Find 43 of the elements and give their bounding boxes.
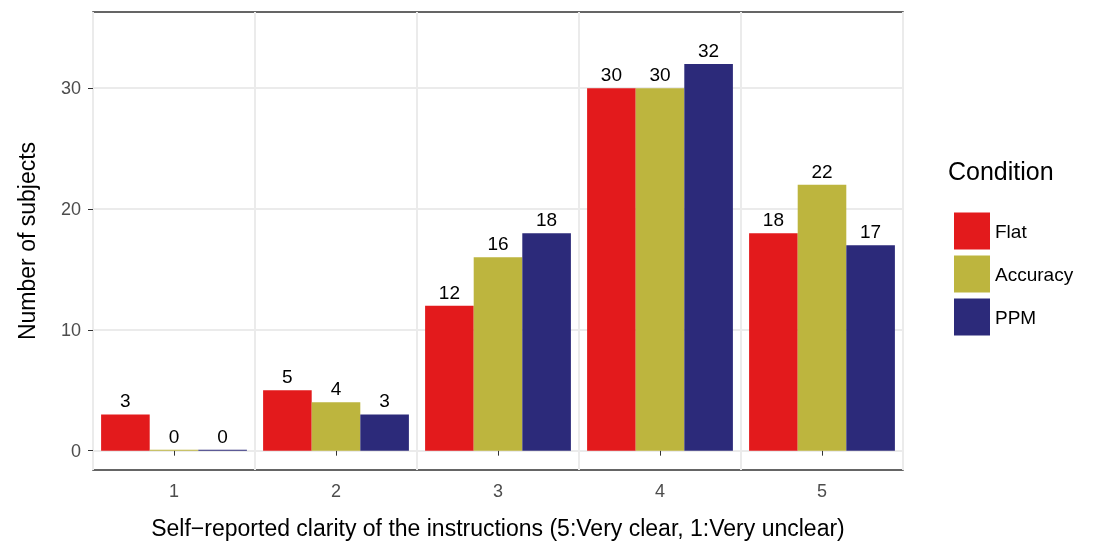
y-axis-title: Number of subjects	[13, 141, 40, 341]
data-label: 12	[438, 281, 460, 303]
bar	[635, 88, 685, 451]
y-tick-label: 20	[60, 198, 81, 219]
x-tick-label: 1	[168, 481, 180, 501]
bar	[360, 414, 409, 451]
bar	[587, 88, 636, 451]
data-label: 32	[698, 39, 720, 61]
bar	[797, 184, 847, 451]
y-tick-label: 0	[70, 440, 81, 461]
data-label: 5	[282, 366, 293, 388]
bar	[101, 414, 150, 451]
data-label: 18	[536, 209, 558, 231]
data-label: 0	[217, 425, 228, 447]
data-label: 3	[120, 390, 131, 412]
x-tick-label: 5	[816, 481, 828, 501]
data-label: 18	[762, 209, 784, 231]
bar	[749, 233, 798, 451]
data-label: 30	[600, 64, 622, 86]
x-tick-label: 3	[492, 481, 504, 501]
bar	[311, 402, 361, 451]
y-tick-label: 10	[60, 319, 81, 340]
legend-label: Accuracy	[995, 263, 1074, 285]
data-label: 17	[860, 221, 882, 243]
bar	[263, 390, 312, 451]
data-label: 0	[168, 425, 180, 447]
data-label: 4	[330, 378, 342, 400]
legend-title: Condition	[948, 156, 1054, 185]
bar	[846, 245, 895, 451]
bar	[684, 63, 733, 451]
legend-label: PPM	[995, 306, 1037, 328]
y-tick-label: 30	[60, 78, 81, 99]
bar	[473, 257, 523, 451]
data-label: 16	[487, 233, 509, 255]
data-label: 3	[379, 390, 390, 412]
x-tick-label: 4	[654, 481, 666, 501]
x-tick-label: 2	[330, 481, 342, 501]
data-label: 22	[811, 160, 833, 182]
x-axis-title: Self−reported clarity of the instructions (5:Very clear, 1:Very unclear)	[151, 514, 845, 541]
legend-label: Flat	[995, 220, 1028, 242]
bar	[425, 305, 474, 451]
bar	[522, 233, 571, 451]
data-label: 30	[649, 64, 671, 86]
